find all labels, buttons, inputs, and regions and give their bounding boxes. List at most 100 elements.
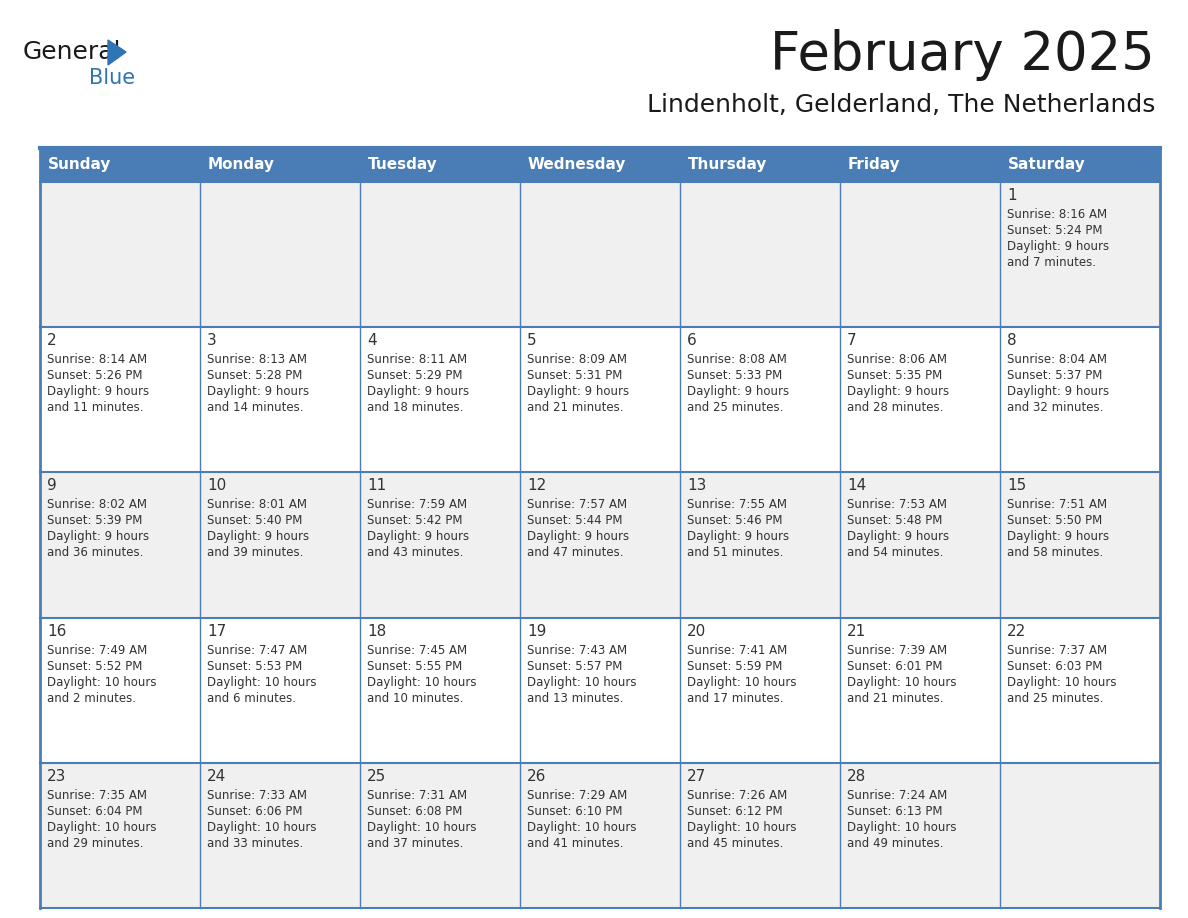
Text: Sunrise: 7:33 AM: Sunrise: 7:33 AM (207, 789, 307, 801)
Bar (360, 473, 520, 618)
Text: and 32 minutes.: and 32 minutes. (1007, 401, 1104, 414)
Text: and 2 minutes.: and 2 minutes. (48, 691, 135, 705)
Text: Sunrise: 7:37 AM: Sunrise: 7:37 AM (1007, 644, 1107, 656)
Text: and 13 minutes.: and 13 minutes. (527, 691, 624, 705)
Text: Friday: Friday (848, 158, 901, 173)
Bar (840, 618, 1000, 763)
Text: Sunrise: 7:55 AM: Sunrise: 7:55 AM (687, 498, 786, 511)
Text: Sunset: 5:53 PM: Sunset: 5:53 PM (207, 660, 302, 673)
Text: Sunrise: 8:04 AM: Sunrise: 8:04 AM (1007, 353, 1107, 366)
Text: Daylight: 10 hours: Daylight: 10 hours (527, 821, 637, 834)
Text: Daylight: 9 hours: Daylight: 9 hours (527, 386, 630, 398)
Text: Sunset: 5:59 PM: Sunset: 5:59 PM (687, 660, 783, 673)
Bar (680, 327, 840, 473)
Text: Sunset: 6:10 PM: Sunset: 6:10 PM (527, 805, 623, 818)
Text: Monday: Monday (208, 158, 274, 173)
Bar (360, 763, 520, 908)
Text: Daylight: 10 hours: Daylight: 10 hours (687, 676, 796, 688)
Text: 16: 16 (48, 623, 67, 639)
Text: 7: 7 (847, 333, 857, 348)
Text: Sunrise: 7:51 AM: Sunrise: 7:51 AM (1007, 498, 1107, 511)
Text: Daylight: 9 hours: Daylight: 9 hours (847, 386, 949, 398)
Text: Sunrise: 7:59 AM: Sunrise: 7:59 AM (367, 498, 467, 511)
Text: Daylight: 9 hours: Daylight: 9 hours (207, 386, 309, 398)
Bar (40, 182, 200, 327)
Bar (40, 618, 200, 763)
Text: Daylight: 9 hours: Daylight: 9 hours (367, 386, 469, 398)
Text: Daylight: 10 hours: Daylight: 10 hours (207, 676, 316, 688)
Text: Sunset: 6:08 PM: Sunset: 6:08 PM (367, 805, 462, 818)
Text: Sunset: 5:55 PM: Sunset: 5:55 PM (367, 660, 462, 673)
Text: 2: 2 (48, 333, 57, 348)
Text: and 25 minutes.: and 25 minutes. (1007, 691, 1104, 705)
Text: 26: 26 (527, 768, 546, 784)
Text: 5: 5 (527, 333, 537, 348)
Text: Daylight: 10 hours: Daylight: 10 hours (367, 821, 476, 834)
Text: Daylight: 10 hours: Daylight: 10 hours (527, 676, 637, 688)
Bar (200, 182, 360, 327)
Text: Thursday: Thursday (688, 158, 767, 173)
Text: 10: 10 (207, 478, 226, 493)
Text: Daylight: 10 hours: Daylight: 10 hours (48, 676, 157, 688)
Text: Sunrise: 7:43 AM: Sunrise: 7:43 AM (527, 644, 627, 656)
Text: Sunrise: 8:14 AM: Sunrise: 8:14 AM (48, 353, 147, 366)
Text: 11: 11 (367, 478, 386, 493)
Text: Sunrise: 8:02 AM: Sunrise: 8:02 AM (48, 498, 147, 511)
Text: Wednesday: Wednesday (527, 158, 626, 173)
Bar (520, 473, 680, 618)
Text: Sunset: 6:13 PM: Sunset: 6:13 PM (847, 805, 942, 818)
Text: and 25 minutes.: and 25 minutes. (687, 401, 783, 414)
Text: and 37 minutes.: and 37 minutes. (367, 837, 463, 850)
Bar (200, 618, 360, 763)
Text: 4: 4 (367, 333, 377, 348)
Text: and 49 minutes.: and 49 minutes. (847, 837, 943, 850)
Text: Sunrise: 7:53 AM: Sunrise: 7:53 AM (847, 498, 947, 511)
Text: Daylight: 9 hours: Daylight: 9 hours (1007, 386, 1110, 398)
Text: Daylight: 10 hours: Daylight: 10 hours (687, 821, 796, 834)
Bar (200, 148, 360, 182)
Text: Sunset: 5:26 PM: Sunset: 5:26 PM (48, 369, 143, 382)
Text: Sunset: 5:39 PM: Sunset: 5:39 PM (48, 514, 143, 528)
Bar (840, 763, 1000, 908)
Bar (1000, 182, 1159, 327)
Text: Daylight: 9 hours: Daylight: 9 hours (1007, 531, 1110, 543)
Text: Sunset: 5:35 PM: Sunset: 5:35 PM (847, 369, 942, 382)
Text: and 21 minutes.: and 21 minutes. (847, 691, 943, 705)
Text: 18: 18 (367, 623, 386, 639)
Text: Sunset: 5:37 PM: Sunset: 5:37 PM (1007, 369, 1102, 382)
Text: 25: 25 (367, 768, 386, 784)
Text: Tuesday: Tuesday (368, 158, 437, 173)
Text: and 54 minutes.: and 54 minutes. (847, 546, 943, 559)
Text: Lindenholt, Gelderland, The Netherlands: Lindenholt, Gelderland, The Netherlands (646, 93, 1155, 117)
Bar (360, 618, 520, 763)
Text: Daylight: 10 hours: Daylight: 10 hours (367, 676, 476, 688)
Bar (840, 473, 1000, 618)
Bar (680, 473, 840, 618)
Text: Sunset: 6:06 PM: Sunset: 6:06 PM (207, 805, 303, 818)
Text: Daylight: 9 hours: Daylight: 9 hours (687, 386, 789, 398)
Bar (40, 763, 200, 908)
Bar (680, 763, 840, 908)
Text: 20: 20 (687, 623, 706, 639)
Bar (520, 327, 680, 473)
Text: Sunrise: 8:08 AM: Sunrise: 8:08 AM (687, 353, 786, 366)
Text: and 33 minutes.: and 33 minutes. (207, 837, 303, 850)
Bar (1000, 148, 1159, 182)
Bar (840, 148, 1000, 182)
Text: Sunset: 5:31 PM: Sunset: 5:31 PM (527, 369, 623, 382)
Text: Sunset: 5:24 PM: Sunset: 5:24 PM (1007, 224, 1102, 237)
Text: 9: 9 (48, 478, 57, 493)
Text: Sunrise: 7:47 AM: Sunrise: 7:47 AM (207, 644, 308, 656)
Text: Sunrise: 8:09 AM: Sunrise: 8:09 AM (527, 353, 627, 366)
Text: and 18 minutes.: and 18 minutes. (367, 401, 463, 414)
Bar (680, 618, 840, 763)
Text: Daylight: 9 hours: Daylight: 9 hours (1007, 240, 1110, 253)
Text: 21: 21 (847, 623, 866, 639)
Text: Sunrise: 8:01 AM: Sunrise: 8:01 AM (207, 498, 307, 511)
Text: Sunrise: 7:35 AM: Sunrise: 7:35 AM (48, 789, 147, 801)
Text: Sunset: 5:50 PM: Sunset: 5:50 PM (1007, 514, 1102, 528)
Text: and 29 minutes.: and 29 minutes. (48, 837, 144, 850)
Text: 3: 3 (207, 333, 216, 348)
Text: Sunset: 5:52 PM: Sunset: 5:52 PM (48, 660, 143, 673)
Text: Daylight: 9 hours: Daylight: 9 hours (527, 531, 630, 543)
